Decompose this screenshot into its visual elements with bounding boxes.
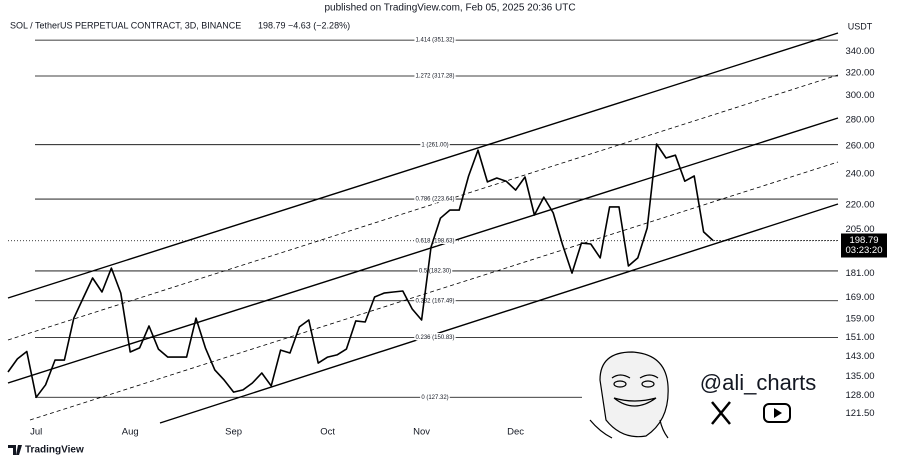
play-icon	[763, 403, 791, 423]
brand-icon	[8, 445, 22, 455]
fib-level-label: 1 (261.00)	[421, 142, 448, 148]
brand-logo: TradingView	[8, 445, 84, 456]
y-tick-label: 260.00	[845, 141, 874, 152]
channel-dashed	[7, 74, 839, 341]
y-tick-label: 151.00	[845, 332, 874, 343]
y-axis-label: USDT	[848, 21, 873, 31]
x-tick-label: Jul	[30, 427, 42, 438]
watermark: @ali_charts	[589, 351, 817, 439]
y-tick-label: 300.00	[845, 90, 874, 101]
x-tick-label: Aug	[122, 427, 139, 438]
y-tick-label: 340.00	[845, 46, 874, 57]
x-icon	[711, 401, 731, 425]
published-note: published on TradingView.com, Feb 05, 20…	[324, 3, 575, 14]
y-tick-label: 169.00	[845, 292, 874, 303]
chart-title: SOL / TetherUS PERPETUAL CONTRACT, 3D, B…	[10, 20, 241, 30]
fib-level-label: 0.382 (167.49)	[415, 298, 454, 304]
y-tick-label: 159.00	[845, 314, 874, 325]
brand-name: TradingView	[25, 445, 84, 456]
fib-level-label: 0 (127.32)	[421, 395, 448, 401]
y-tick-label: 181.00	[845, 268, 874, 279]
y-tick-label: 135.00	[845, 371, 874, 382]
y-tick-label: 320.00	[845, 67, 874, 78]
fib-level-label: 0.618 (198.63)	[415, 238, 454, 244]
last-price-box	[841, 233, 887, 258]
x-tick-label: Dec	[507, 427, 524, 438]
fib-level-label: 0.5 (182.30)	[419, 269, 451, 275]
x-tick-label: Oct	[320, 427, 335, 438]
face-icon	[589, 351, 669, 439]
fib-level-label: 1.272 (317.28)	[415, 74, 454, 80]
fib-level-label: 1.414 (351.32)	[415, 38, 454, 44]
play-triangle	[774, 408, 782, 418]
y-tick-label: 128.00	[845, 390, 874, 401]
fib-level-label: 0.786 (223.64)	[415, 197, 454, 203]
channel	[7, 32, 839, 424]
y-tick-label: 143.00	[845, 351, 874, 362]
y-tick-label: 220.00	[845, 199, 874, 210]
countdown-label: 03:23:20	[846, 245, 883, 256]
watermark-handle: @ali_charts	[700, 370, 817, 395]
y-tick-label: 240.00	[845, 169, 874, 180]
y-tick-label: 280.00	[845, 114, 874, 125]
x-tick-label: Sep	[225, 427, 242, 438]
channel-mid	[7, 117, 839, 384]
channel-dashed	[29, 161, 839, 421]
last-price-label: 198.79	[849, 235, 878, 246]
y-tick-label: 121.50	[845, 408, 874, 419]
y-tick-label: 205.00	[845, 224, 874, 235]
price-change: 198.79 −4.63 (−2.28%)	[258, 20, 350, 30]
channel-top	[7, 32, 839, 299]
fib-level-label: 0.236 (150.83)	[415, 335, 454, 341]
x-tick-label: Nov	[413, 427, 430, 438]
price-line	[7, 143, 714, 399]
